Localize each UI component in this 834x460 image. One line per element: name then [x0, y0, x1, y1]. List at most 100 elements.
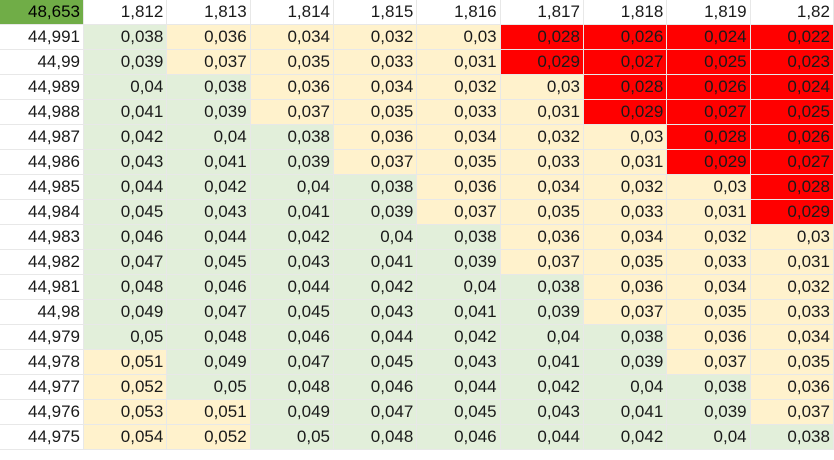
value-cell[interactable]: 0,038 — [333, 175, 418, 200]
value-cell[interactable]: 0,042 — [84, 125, 168, 150]
value-cell[interactable]: 0,035 — [417, 150, 501, 175]
value-cell[interactable]: 0,035 — [750, 350, 834, 375]
row-label-cell[interactable]: 44,984 — [0, 200, 84, 225]
value-cell[interactable]: 0,034 — [417, 125, 501, 150]
value-cell[interactable]: 0,047 — [84, 250, 168, 275]
value-cell[interactable]: 0,048 — [84, 275, 168, 300]
value-cell[interactable]: 0,029 — [500, 50, 584, 75]
value-cell[interactable]: 0,038 — [667, 375, 751, 400]
value-cell[interactable]: 0,045 — [84, 200, 168, 225]
column-header-cell[interactable]: 1,817 — [500, 0, 584, 25]
value-cell[interactable]: 0,024 — [750, 75, 834, 100]
value-cell[interactable]: 0,049 — [84, 300, 168, 325]
row-label-cell[interactable]: 44,991 — [0, 25, 84, 50]
value-cell[interactable]: 0,03 — [667, 175, 751, 200]
value-cell[interactable]: 0,045 — [417, 400, 501, 425]
row-label-cell[interactable]: 44,985 — [0, 175, 84, 200]
value-cell[interactable]: 0,026 — [750, 125, 834, 150]
column-header-cell[interactable]: 1,814 — [250, 0, 334, 25]
row-label-cell[interactable]: 44,988 — [0, 100, 84, 125]
value-cell[interactable]: 0,034 — [583, 225, 668, 250]
row-label-cell[interactable]: 44,989 — [0, 75, 84, 100]
row-label-cell[interactable]: 44,976 — [0, 400, 84, 425]
column-header-cell[interactable]: 1,813 — [167, 0, 251, 25]
value-cell[interactable]: 0,029 — [750, 200, 834, 225]
value-cell[interactable]: 0,053 — [84, 400, 168, 425]
value-cell[interactable]: 0,035 — [250, 50, 334, 75]
value-cell[interactable]: 0,026 — [667, 75, 751, 100]
value-cell[interactable]: 0,043 — [250, 250, 334, 275]
value-cell[interactable]: 0,028 — [500, 25, 584, 50]
row-label-cell[interactable]: 44,978 — [0, 350, 84, 375]
value-cell[interactable]: 0,036 — [167, 25, 251, 50]
value-cell[interactable]: 0,047 — [333, 400, 418, 425]
value-cell[interactable]: 0,051 — [167, 400, 251, 425]
row-label-cell[interactable]: 44,979 — [0, 325, 84, 350]
value-cell[interactable]: 0,035 — [583, 250, 668, 275]
value-cell[interactable]: 0,031 — [667, 200, 751, 225]
value-cell[interactable]: 0,039 — [417, 250, 501, 275]
value-cell[interactable]: 0,041 — [500, 350, 584, 375]
value-cell[interactable]: 0,023 — [750, 50, 834, 75]
value-cell[interactable]: 0,037 — [583, 300, 668, 325]
value-cell[interactable]: 0,031 — [750, 250, 834, 275]
value-cell[interactable]: 0,037 — [167, 50, 251, 75]
row-label-cell[interactable]: 44,981 — [0, 275, 84, 300]
value-cell[interactable]: 0,043 — [333, 300, 418, 325]
value-cell[interactable]: 0,03 — [500, 75, 584, 100]
value-cell[interactable]: 0,035 — [333, 100, 418, 125]
value-cell[interactable]: 0,025 — [750, 100, 834, 125]
column-header-cell[interactable]: 1,819 — [667, 0, 751, 25]
value-cell[interactable]: 0,054 — [84, 425, 168, 450]
value-cell[interactable]: 0,031 — [417, 50, 501, 75]
value-cell[interactable]: 0,044 — [333, 325, 418, 350]
value-cell[interactable]: 0,05 — [167, 375, 251, 400]
value-cell[interactable]: 0,033 — [583, 200, 668, 225]
value-cell[interactable]: 0,043 — [500, 400, 584, 425]
value-cell[interactable]: 0,037 — [500, 250, 584, 275]
value-cell[interactable]: 0,05 — [250, 425, 334, 450]
column-header-cell[interactable]: 1,818 — [583, 0, 668, 25]
value-cell[interactable]: 0,042 — [333, 275, 418, 300]
value-cell[interactable]: 0,046 — [167, 275, 251, 300]
value-cell[interactable]: 0,036 — [667, 325, 751, 350]
value-cell[interactable]: 0,037 — [333, 150, 418, 175]
value-cell[interactable]: 0,037 — [667, 350, 751, 375]
value-cell[interactable]: 0,043 — [167, 200, 251, 225]
value-cell[interactable]: 0,027 — [583, 50, 668, 75]
value-cell[interactable]: 0,027 — [750, 150, 834, 175]
value-cell[interactable]: 0,03 — [583, 125, 668, 150]
column-header-cell[interactable]: 1,816 — [417, 0, 501, 25]
value-cell[interactable]: 0,041 — [333, 250, 418, 275]
value-cell[interactable]: 0,029 — [583, 100, 668, 125]
value-cell[interactable]: 0,033 — [500, 150, 584, 175]
value-cell[interactable]: 0,038 — [750, 425, 834, 450]
value-cell[interactable]: 0,04 — [667, 425, 751, 450]
value-cell[interactable]: 0,025 — [667, 50, 751, 75]
value-cell[interactable]: 0,032 — [667, 225, 751, 250]
value-cell[interactable]: 0,043 — [84, 150, 168, 175]
value-cell[interactable]: 0,04 — [583, 375, 668, 400]
value-cell[interactable]: 0,039 — [84, 50, 168, 75]
row-label-cell[interactable]: 44,98 — [0, 300, 84, 325]
value-cell[interactable]: 0,039 — [167, 100, 251, 125]
value-cell[interactable]: 0,039 — [583, 350, 668, 375]
value-cell[interactable]: 0,03 — [417, 25, 501, 50]
value-cell[interactable]: 0,032 — [750, 275, 834, 300]
value-cell[interactable]: 0,037 — [750, 400, 834, 425]
value-cell[interactable]: 0,03 — [750, 225, 834, 250]
value-cell[interactable]: 0,031 — [500, 100, 584, 125]
value-cell[interactable]: 0,034 — [500, 175, 584, 200]
value-cell[interactable]: 0,04 — [167, 125, 251, 150]
value-cell[interactable]: 0,034 — [750, 325, 834, 350]
value-cell[interactable]: 0,035 — [667, 300, 751, 325]
value-cell[interactable]: 0,048 — [167, 325, 251, 350]
value-cell[interactable]: 0,036 — [417, 175, 501, 200]
value-cell[interactable]: 0,048 — [333, 425, 418, 450]
value-cell[interactable]: 0,044 — [250, 275, 334, 300]
value-cell[interactable]: 0,026 — [583, 25, 668, 50]
value-cell[interactable]: 0,039 — [250, 150, 334, 175]
value-cell[interactable]: 0,033 — [750, 300, 834, 325]
value-cell[interactable]: 0,044 — [167, 225, 251, 250]
row-label-cell[interactable]: 44,986 — [0, 150, 84, 175]
